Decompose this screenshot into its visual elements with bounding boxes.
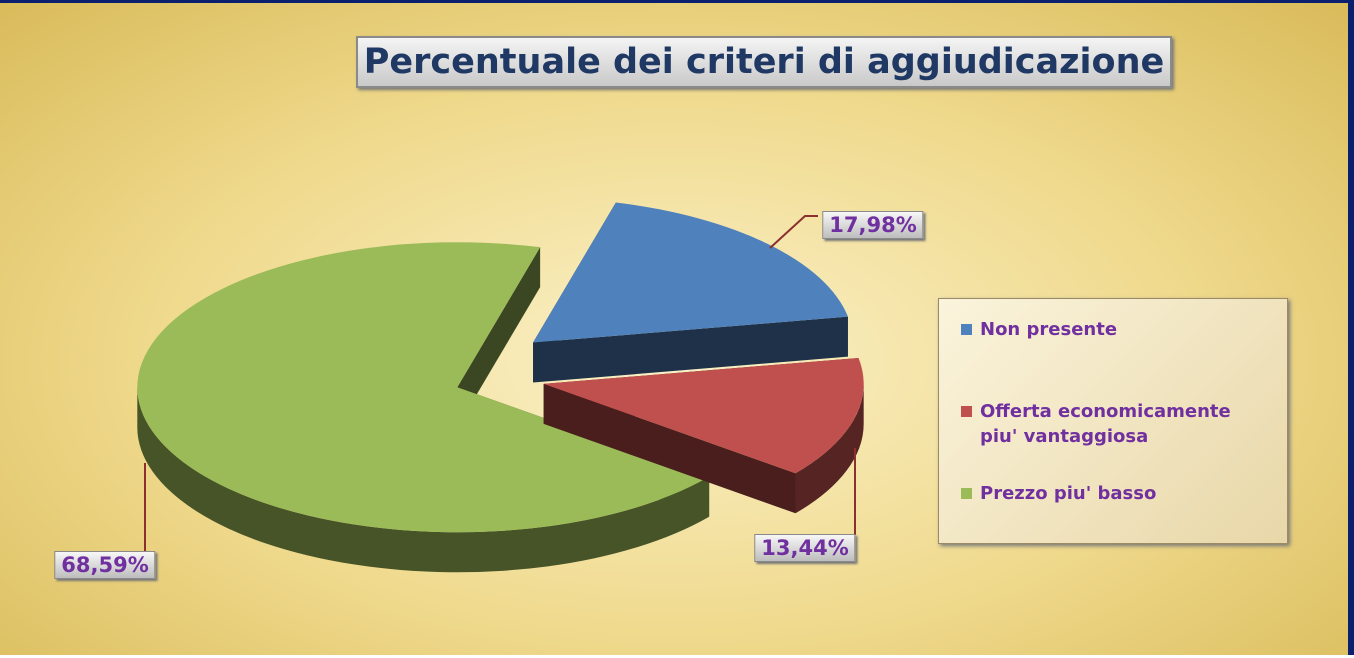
data-label: 17,98% [822,211,924,239]
data-label: 13,44% [754,534,856,562]
leader-line [769,215,818,249]
slice [543,357,864,514]
data-label: 68,59% [54,551,156,579]
slice-wall [533,316,848,383]
slice-wall [543,383,796,514]
slice-side [137,387,710,573]
legend-swatch [961,324,972,335]
slice-top [533,202,848,343]
legend-item: Offerta economicamente piu' vantaggiosa [961,399,1277,481]
legend-item: Non presente [961,317,1277,399]
legend-item: Prezzo piu' basso [961,481,1277,563]
slice [533,202,848,383]
legend-label: Non presente [980,319,1118,340]
slice [137,242,710,573]
legend-label: Offerta economicamente piu' vantaggiosa [980,401,1231,447]
slice-wall [457,247,541,428]
slice-side [795,383,864,514]
pie-area [137,202,864,573]
slice-top [137,242,710,533]
legend-label: Prezzo piu' basso [980,483,1157,504]
slice-top [543,357,864,474]
legend-swatch [961,406,972,417]
chart-title: Percentuale dei criteri di aggiudicazion… [356,36,1172,88]
legend-swatch [961,488,972,499]
legend: Non presente Offerta economicamente piu' … [938,298,1288,544]
